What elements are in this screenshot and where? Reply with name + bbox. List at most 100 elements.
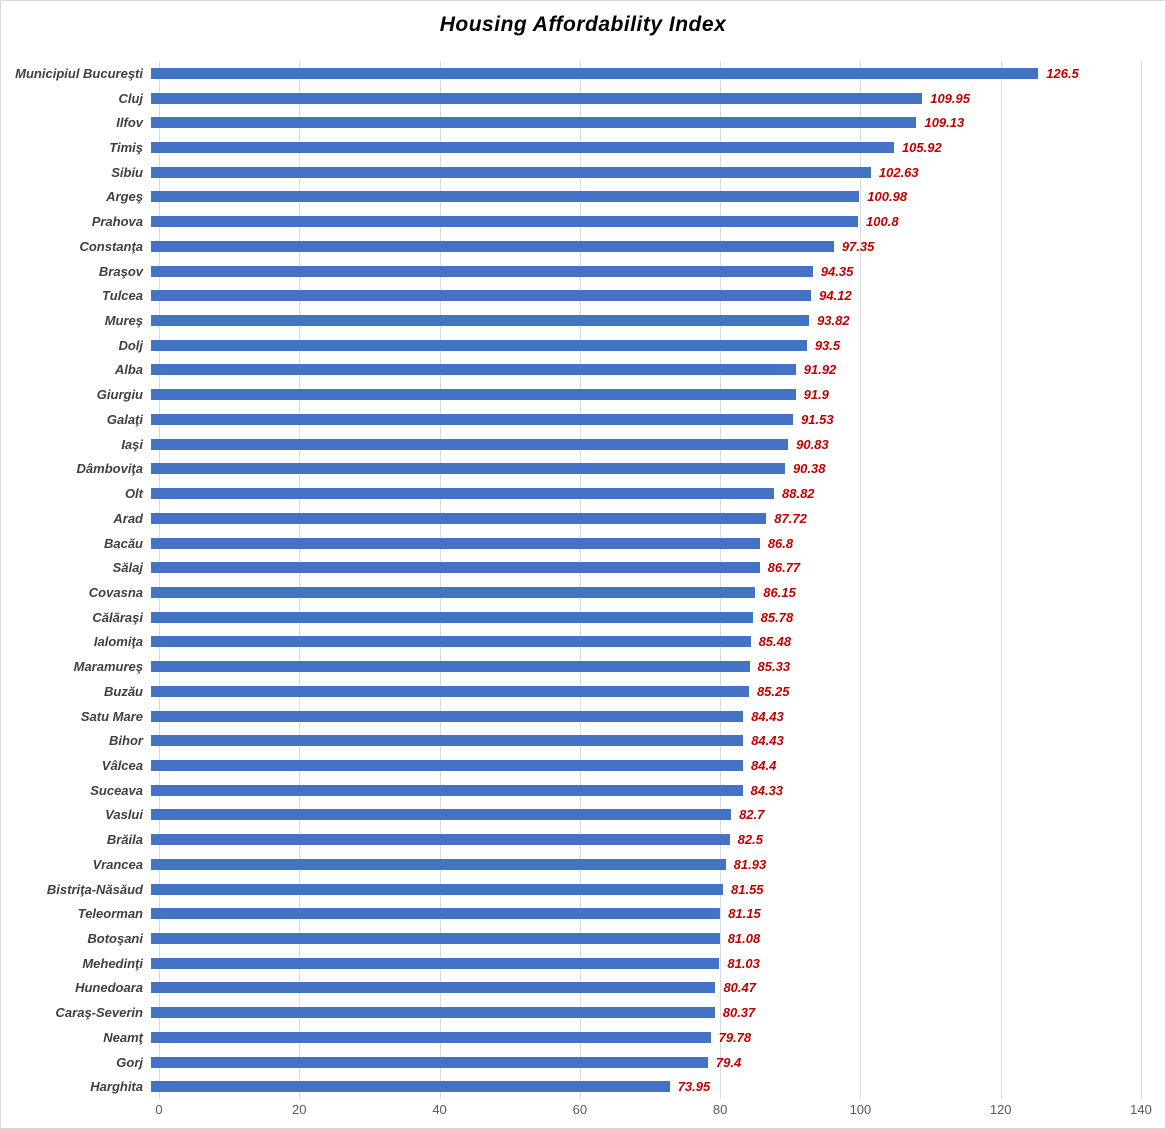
value-label: 91.92 [803, 362, 837, 378]
value-label: 84.33 [750, 782, 784, 798]
value-label: 94.12 [819, 288, 852, 304]
x-tick-label: 20 [292, 1102, 307, 1117]
bar-row: Vrancea 81.93 [1, 852, 1165, 877]
bar [151, 1031, 711, 1043]
category-label: Buzău [104, 683, 143, 699]
category-label: Municipiul Bucureşti [15, 65, 143, 81]
value-label: 86.8 [767, 535, 794, 551]
bar-row: Suceava 84.33 [1, 778, 1165, 803]
bar-track: 85.78 [151, 605, 1165, 630]
bar [151, 933, 720, 945]
bar [151, 611, 753, 623]
category-label: Ialomiţa [93, 634, 143, 650]
bar-row: Brăila 82.5 [1, 827, 1165, 852]
bar-track: 91.9 [151, 382, 1165, 407]
value-label: 91.53 [801, 411, 834, 427]
category-label: Botoşani [87, 931, 143, 947]
bar [151, 240, 834, 252]
bar [151, 339, 807, 351]
bar-track: 84.4 [151, 753, 1165, 778]
category-label: Călăraşi [92, 609, 143, 625]
bar [151, 537, 760, 549]
bar-track: 84.43 [151, 728, 1165, 753]
value-label: 86.77 [767, 560, 801, 576]
bar-row: Bistriţa-Năsăud 81.55 [1, 877, 1165, 902]
bar-row: Iaşi 90.83 [1, 432, 1165, 457]
bar-row: Alba 91.92 [1, 358, 1165, 383]
bar-row: Harghita 73.95 [1, 1074, 1165, 1099]
bar-track: 102.63 [151, 160, 1165, 185]
category-label: Argeş [106, 189, 143, 205]
bar [151, 759, 743, 771]
bar-track: 88.82 [151, 481, 1165, 506]
bar-track: 109.13 [151, 110, 1165, 135]
bar [151, 488, 774, 500]
bar-row: Tulcea 94.12 [1, 283, 1165, 308]
bar [151, 67, 1039, 79]
value-label: 85.48 [758, 634, 792, 650]
bar-row: Caraş-Severin 80.37 [1, 1000, 1165, 1025]
value-label: 80.37 [722, 1005, 756, 1021]
bar-track: 100.98 [151, 185, 1165, 210]
bar [151, 735, 744, 747]
category-label: Maramureş [73, 659, 143, 675]
bar [151, 364, 796, 376]
plot-area [159, 61, 1142, 1099]
bar-row: Mehedinţi 81.03 [1, 951, 1165, 976]
bar [151, 216, 859, 228]
bar-row: Municipiul Bucureşti 126.5 [1, 61, 1165, 86]
value-label: 84.43 [751, 733, 784, 749]
category-label: Brăila [106, 832, 143, 848]
category-label: Dolj [118, 337, 143, 353]
bar-track: 94.12 [151, 283, 1165, 308]
value-label: 81.08 [727, 931, 761, 947]
x-axis: 0 20 40 60 80 100 120 140 [1, 1102, 1165, 1122]
bar-row: Covasna 86.15 [1, 580, 1165, 605]
x-tick-label: 120 [989, 1102, 1012, 1117]
bar-track: 86.77 [151, 555, 1165, 580]
bar-row: Dolj 93.5 [1, 333, 1165, 358]
bar-row: Giurgiu 91.9 [1, 382, 1165, 407]
bar-track: 81.55 [151, 877, 1165, 902]
bar [151, 1056, 708, 1068]
value-label: 109.95 [930, 90, 970, 106]
category-label: Cluj [118, 90, 143, 106]
category-label: Alba [114, 362, 143, 378]
bar-track: 86.8 [151, 531, 1165, 556]
value-label: 91.9 [803, 387, 829, 403]
value-label: 85.33 [757, 659, 791, 675]
value-label: 90.38 [792, 461, 826, 477]
value-label: 85.25 [756, 683, 790, 699]
bar-track: 91.53 [151, 407, 1165, 432]
bar [151, 1007, 715, 1019]
bar-row: Satu Mare 84.43 [1, 704, 1165, 729]
bar-track: 97.35 [151, 234, 1165, 259]
category-label: Mehedinţi [82, 955, 143, 971]
value-label: 109.13 [924, 115, 965, 131]
bar-track: 87.72 [151, 506, 1165, 531]
bar-track: 90.83 [151, 432, 1165, 457]
category-label: Arad [113, 510, 143, 526]
category-label: Harghita [90, 1079, 143, 1095]
bar-track: 105.92 [151, 135, 1165, 160]
category-label: Bacău [103, 535, 143, 551]
category-label: Gorj [116, 1054, 143, 1070]
value-label: 81.55 [731, 881, 764, 897]
category-label: Timiş [109, 140, 143, 156]
bar [151, 908, 721, 920]
category-label: Sălaj [112, 560, 143, 576]
category-label: Olt [124, 486, 143, 502]
category-label: Ilfov [116, 115, 143, 131]
bar-track: 91.92 [151, 358, 1165, 383]
category-label: Vaslui [105, 807, 143, 823]
bar-row: Gorj 79.4 [1, 1050, 1165, 1075]
bar-row: Constanţa 97.35 [1, 234, 1165, 259]
bar-row: Botoşani 81.08 [1, 926, 1165, 951]
bar-row: Ilfov 109.13 [1, 110, 1165, 135]
category-label: Giurgiu [96, 387, 143, 403]
value-label: 97.35 [841, 238, 875, 254]
category-label: Covasna [88, 584, 143, 600]
bar-row: Hunedoara 80.47 [1, 976, 1165, 1001]
bar [151, 661, 750, 673]
bar [151, 636, 751, 648]
